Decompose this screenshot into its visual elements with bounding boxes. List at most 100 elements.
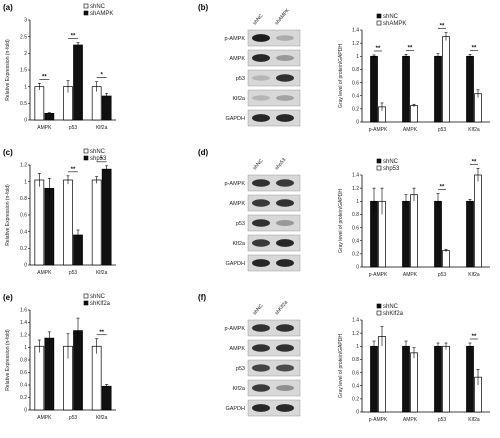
lane-label: shKlf2a: [274, 299, 289, 316]
legend-label: shNC: [90, 294, 106, 300]
blot-band: [252, 239, 270, 247]
y-tick-label: 1.2: [352, 186, 359, 192]
blot-strip: [247, 254, 301, 272]
blot-strip: [247, 379, 301, 397]
sig-marker: *: [100, 73, 103, 79]
y-tick-label: 1.5: [20, 68, 27, 74]
bar-b-shAMPK-Klf2a: [474, 93, 482, 123]
blot-band: [276, 55, 294, 61]
legend-label: shKlf2a: [383, 311, 404, 317]
bar-e-shNC-AMPK: [34, 345, 45, 411]
x-tick-label: Klf2a: [468, 272, 480, 278]
bar-d-shp53-p53: [442, 250, 450, 268]
y-tick-label: 0: [356, 410, 359, 416]
panel-label-b: (b): [198, 3, 209, 12]
y-tick-label: 0.6: [352, 370, 359, 376]
x-tick-label: AMPK: [37, 125, 52, 131]
bar-a-shNC-AMPK: [34, 86, 45, 121]
panel-label-d: (d): [198, 148, 209, 157]
blot-strip: [247, 319, 301, 337]
sig-marker: **: [376, 46, 381, 52]
y-tick-label: 1.4: [352, 173, 359, 179]
blot-band: [252, 95, 270, 101]
y-tick-label: 0.6: [20, 213, 27, 219]
legend-swatch: [83, 155, 89, 161]
legend-label: shp53: [383, 166, 400, 172]
legend-label: shKlf2a: [90, 301, 111, 307]
blot-row-label: GAPDH: [225, 116, 245, 122]
y-tick-label: 0.4: [352, 383, 359, 389]
sig-marker: **: [99, 330, 104, 336]
blot-row-label: Klf2a: [232, 386, 245, 392]
blot-band: [252, 199, 270, 207]
blot-row-label: Klf2a: [232, 96, 245, 102]
y-tick-label: 0.6: [352, 225, 359, 231]
y-tick-label: 1.2: [20, 333, 27, 339]
x-tick-label: p-AMPK: [369, 272, 388, 278]
blot-band: [276, 404, 294, 412]
blot-strip: [247, 49, 301, 67]
bar-c-shNC-p53: [63, 179, 73, 266]
blot-strip: [247, 339, 301, 357]
x-tick-label: AMPK: [403, 272, 418, 278]
y-axis-label: Relative Expression (n-fold): [5, 39, 11, 101]
blot-row-label: Klf2a: [232, 241, 245, 247]
bar-f-shKlf2a-p53: [442, 345, 450, 413]
y-tick-label: 0.4: [20, 229, 27, 235]
x-tick-label: p53: [438, 272, 447, 278]
y-tick-label: 0.6: [352, 80, 359, 86]
blot-band: [276, 35, 294, 41]
blot-band: [276, 179, 294, 187]
y-tick-label: 1.6: [20, 308, 27, 314]
x-tick-label: p53: [69, 270, 78, 276]
blot-band: [252, 259, 270, 267]
bar-b-shNC-AMPK: [402, 55, 410, 123]
y-tick-label: 0.8: [20, 358, 27, 364]
blot-band: [276, 199, 294, 207]
y-tick-label: 0: [356, 265, 359, 271]
legend-swatch: [376, 158, 382, 164]
bar-b-shNC-p53: [434, 55, 442, 123]
y-tick-label: 0.8: [352, 67, 359, 73]
blot-strip: [247, 29, 301, 47]
y-tick-label: 1: [356, 54, 359, 60]
y-tick-label: 1: [24, 345, 27, 351]
y-tick-label: 0.8: [352, 357, 359, 363]
y-tick-label: 1.4: [352, 318, 359, 324]
sig-marker: **: [440, 24, 445, 30]
y-tick-label: 0.4: [352, 93, 359, 99]
blot-band: [276, 74, 294, 82]
y-tick-label: 1: [356, 199, 359, 205]
y-tick-label: 0: [356, 120, 359, 126]
sig-marker: **: [472, 159, 477, 165]
bar-f-shNC-p53: [434, 345, 442, 413]
y-tick-label: 0.4: [20, 383, 27, 389]
bar-f-shNC-Klf2a: [466, 345, 474, 413]
y-axis-label: Relative Expression (n-fold): [5, 184, 11, 246]
legend-swatch: [83, 300, 89, 306]
blot-band: [276, 220, 294, 226]
blot-strip: [247, 174, 301, 192]
sig-marker: **: [440, 184, 445, 190]
blot-band: [276, 259, 294, 267]
blot-band: [252, 219, 270, 227]
blot-strip: [247, 69, 301, 87]
bar-b-shNC-p-AMPK: [370, 55, 378, 123]
blot-row-label: p53: [236, 76, 245, 82]
y-tick-label: 0.8: [352, 212, 359, 218]
blot-band: [276, 384, 294, 392]
blot-row-label: p53: [236, 221, 245, 227]
y-tick-label: 1: [24, 179, 27, 185]
blot-strip: [247, 194, 301, 212]
panel-label-c: (c): [3, 148, 13, 157]
lane-label: shp53: [274, 157, 287, 171]
blot-band: [276, 95, 294, 101]
y-tick-label: 1.2: [352, 331, 359, 337]
lane-label: shNC: [252, 158, 265, 172]
legend-label: shNC: [383, 159, 399, 165]
x-tick-label: AMPK: [37, 415, 52, 421]
bar-c-shNC-Klf2a: [91, 179, 102, 266]
blot-strip: [247, 214, 301, 232]
x-tick-label: Klf2a: [96, 125, 108, 131]
bar-d-shp53-AMPK: [410, 194, 418, 268]
